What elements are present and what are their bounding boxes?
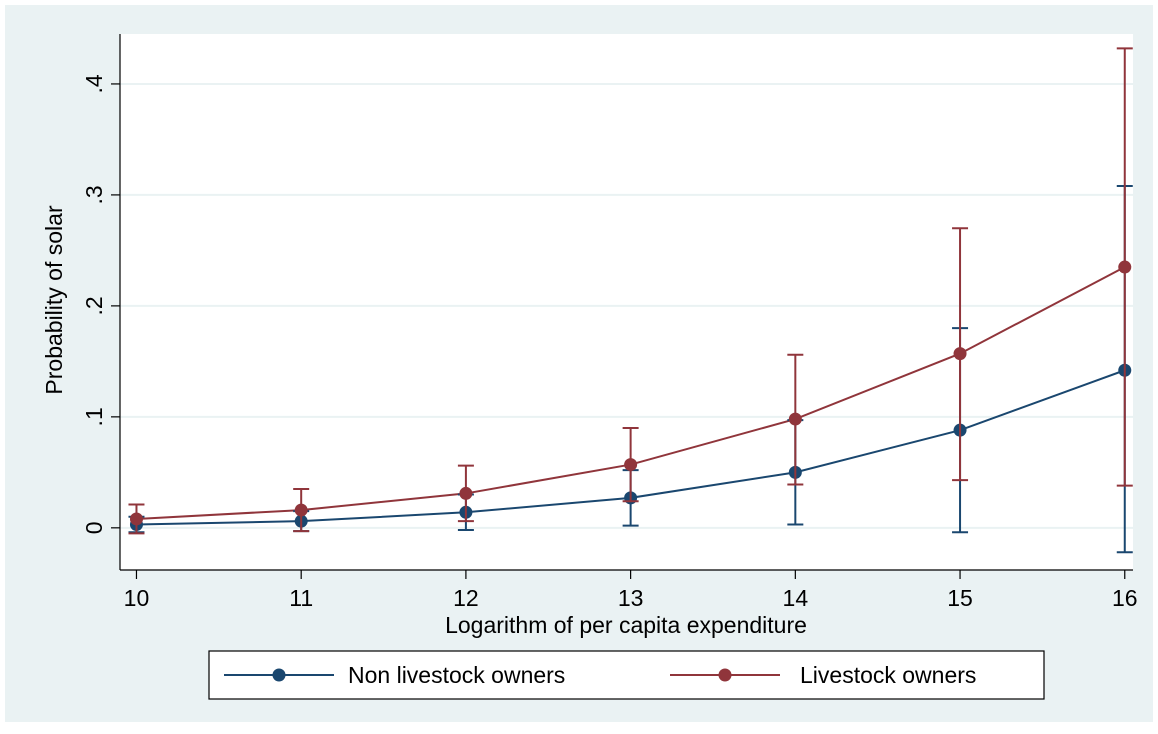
x-tick-label: 16 — [1112, 585, 1138, 611]
y-axis-label: Probability of solar — [41, 205, 67, 395]
data-point — [624, 458, 638, 472]
axes: 0 .1 .2 .3 .4 10 11 12 13 14 15 16 — [81, 34, 1138, 611]
data-point — [1118, 260, 1132, 274]
data-point — [294, 503, 308, 517]
y-tick-label: .1 — [81, 407, 107, 426]
x-axis-label: Logarithm of per capita expenditure — [445, 612, 807, 638]
x-tick-label: 14 — [783, 585, 809, 611]
x-tick-label: 11 — [289, 585, 313, 611]
y-tick-label: 0 — [81, 521, 107, 534]
legend-box — [208, 650, 1045, 700]
x-tick-label: 10 — [124, 585, 150, 611]
data-point — [953, 347, 967, 361]
series-2-marks — [128, 47, 1133, 535]
legend: Non livestock owners Livestock owners — [208, 650, 1045, 700]
legend-swatch-marker — [718, 668, 732, 682]
y-tick-label: .2 — [81, 296, 107, 315]
x-tick-label: 15 — [947, 585, 973, 611]
legend-label: Non livestock owners — [348, 662, 565, 688]
legend-item-2: Livestock owners — [670, 662, 976, 688]
data-point — [129, 512, 143, 526]
y-tick-label: .3 — [81, 185, 107, 204]
legend-item-1: Non livestock owners — [224, 662, 565, 688]
plot-area — [120, 34, 1133, 570]
legend-label: Livestock owners — [800, 662, 976, 688]
x-tick-label: 12 — [453, 585, 479, 611]
series-layer — [128, 47, 1133, 554]
grid-lines — [120, 82, 1133, 529]
data-point — [459, 486, 473, 500]
legend-swatch-marker — [272, 668, 286, 682]
data-point — [788, 412, 802, 426]
y-tick-label: .4 — [81, 74, 107, 93]
x-tick-label: 13 — [618, 585, 644, 611]
